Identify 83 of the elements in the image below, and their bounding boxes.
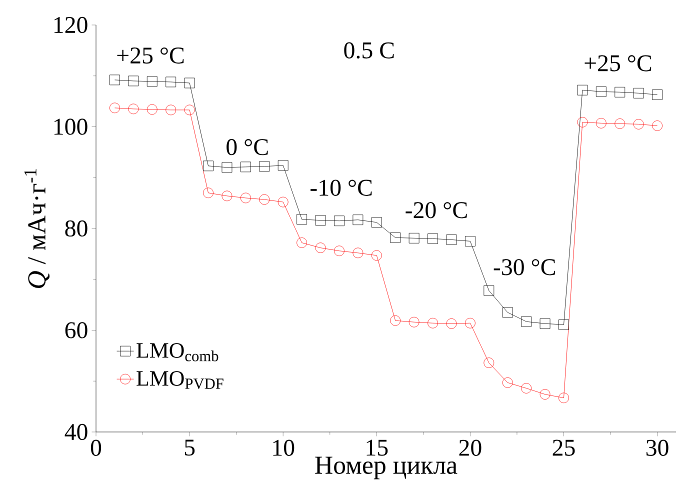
point xyxy=(428,318,438,328)
x-tick-label: 0 xyxy=(90,440,102,456)
point xyxy=(296,214,308,225)
point xyxy=(352,214,364,226)
point xyxy=(540,389,550,400)
point xyxy=(240,192,251,204)
point xyxy=(577,116,588,128)
point xyxy=(222,162,232,173)
y-tick-label: 120 xyxy=(54,16,88,34)
point xyxy=(446,234,457,245)
point xyxy=(446,318,457,329)
annotation: 0.5 C xyxy=(344,42,394,59)
point xyxy=(633,118,644,130)
point xyxy=(146,104,158,115)
point xyxy=(278,196,288,208)
point xyxy=(502,377,513,388)
point xyxy=(577,84,588,96)
annotation: -30 °C xyxy=(494,259,555,276)
point xyxy=(371,250,382,261)
point xyxy=(484,285,494,296)
y-tick-label: 100 xyxy=(54,118,88,135)
point xyxy=(203,160,214,172)
point xyxy=(352,248,364,258)
annotation: 0 °C xyxy=(226,139,268,156)
point xyxy=(184,104,195,116)
y-tick-label: 80 xyxy=(65,220,88,237)
point xyxy=(110,74,120,86)
point xyxy=(465,318,476,328)
point xyxy=(390,232,401,243)
point xyxy=(110,102,120,114)
point xyxy=(296,238,308,248)
point xyxy=(259,194,270,205)
annotation: -20 °C xyxy=(406,202,467,218)
x-axis-title: Номер цикла xyxy=(315,456,458,480)
point xyxy=(596,86,606,97)
point xyxy=(596,118,606,128)
point xyxy=(633,88,644,98)
point xyxy=(614,86,626,98)
annotation: +25 °C xyxy=(584,55,652,72)
point xyxy=(390,315,401,326)
point xyxy=(203,188,214,198)
point xyxy=(166,76,176,88)
point xyxy=(465,236,476,246)
point xyxy=(334,216,344,226)
annotation: -10 °C xyxy=(310,180,372,196)
point xyxy=(558,392,569,404)
x-tick-label: 5 xyxy=(184,440,195,456)
x-tick-label: 15 xyxy=(366,440,388,456)
y-tick-label: 60 xyxy=(65,322,88,338)
legend-label: LMO$_{PVDF}$ xyxy=(136,371,224,389)
point xyxy=(259,161,270,172)
point xyxy=(558,319,569,330)
point xyxy=(146,76,158,87)
point xyxy=(128,104,139,114)
point xyxy=(334,246,344,256)
point xyxy=(614,118,626,129)
point xyxy=(540,318,550,329)
point xyxy=(184,78,195,88)
point xyxy=(652,89,662,100)
point xyxy=(278,160,288,171)
point xyxy=(521,383,532,394)
x-tick-label: 20 xyxy=(459,440,482,456)
point xyxy=(428,233,438,244)
y-axis-title: Q / мАч·г$^{-1}$ xyxy=(24,169,50,288)
point xyxy=(484,358,494,368)
annotation: +25 °C xyxy=(117,47,184,64)
point xyxy=(521,316,532,327)
point xyxy=(222,190,232,202)
point xyxy=(128,76,139,86)
x-tick-label: 25 xyxy=(552,440,575,456)
point xyxy=(166,104,176,116)
legend-label: LMO$_{comb}$ xyxy=(136,343,218,362)
point xyxy=(408,316,420,328)
point xyxy=(502,307,513,318)
point xyxy=(371,217,382,228)
point xyxy=(240,162,251,172)
point xyxy=(652,120,662,131)
point xyxy=(315,215,326,226)
y-tick-label: 40 xyxy=(64,424,88,440)
point xyxy=(315,242,326,254)
point xyxy=(408,232,420,244)
x-tick-label: 10 xyxy=(273,440,294,456)
x-tick-label: 30 xyxy=(646,440,668,456)
